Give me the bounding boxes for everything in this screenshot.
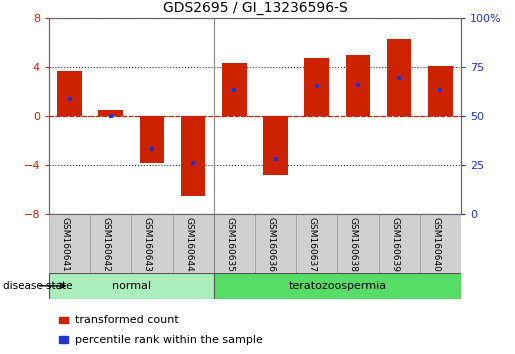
Text: GSM160638: GSM160638 — [349, 217, 358, 272]
Bar — [214, 214, 255, 273]
Bar — [296, 214, 337, 273]
Bar — [49, 214, 90, 273]
Text: percentile rank within the sample: percentile rank within the sample — [75, 335, 263, 345]
Title: GDS2695 / GI_13236596-S: GDS2695 / GI_13236596-S — [163, 1, 347, 15]
Bar — [387, 39, 411, 116]
Bar — [420, 214, 461, 273]
Bar — [346, 55, 370, 116]
Text: GSM160644: GSM160644 — [184, 217, 193, 272]
Bar — [304, 58, 329, 116]
Text: GSM160639: GSM160639 — [390, 217, 399, 272]
Text: transformed count: transformed count — [75, 315, 178, 325]
Text: disease state: disease state — [3, 281, 72, 291]
Bar — [49, 273, 214, 299]
Text: GSM160636: GSM160636 — [267, 217, 276, 272]
Bar — [98, 110, 123, 116]
Bar — [263, 116, 288, 175]
Bar — [214, 273, 461, 299]
Bar — [90, 214, 131, 273]
Text: teratozoospermia: teratozoospermia — [288, 281, 386, 291]
Bar — [255, 214, 296, 273]
Bar — [173, 214, 214, 273]
Text: GSM160643: GSM160643 — [143, 217, 152, 272]
Bar — [379, 214, 420, 273]
Text: GSM160641: GSM160641 — [61, 217, 70, 272]
Bar — [222, 63, 247, 116]
Bar — [337, 214, 379, 273]
Text: GSM160635: GSM160635 — [226, 217, 234, 272]
Bar — [131, 214, 173, 273]
Text: GSM160637: GSM160637 — [308, 217, 317, 272]
Bar — [181, 116, 205, 196]
Text: GSM160642: GSM160642 — [102, 217, 111, 272]
Bar — [428, 65, 453, 116]
Text: GSM160640: GSM160640 — [432, 217, 440, 272]
Bar — [140, 116, 164, 162]
Text: normal: normal — [112, 281, 151, 291]
Bar — [57, 70, 82, 116]
